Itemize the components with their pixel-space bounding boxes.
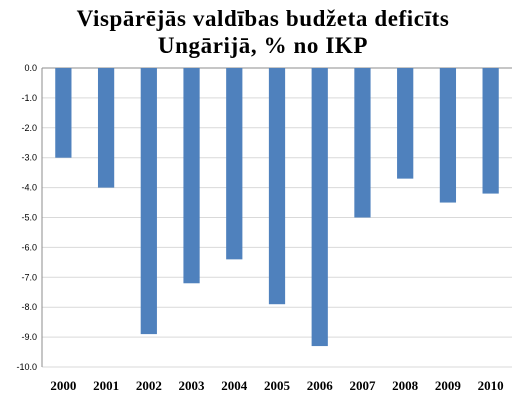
bar — [97, 68, 115, 188]
x-tick-label: 2000 — [50, 378, 76, 393]
bar — [439, 68, 457, 203]
x-tick-label: 2009 — [435, 378, 462, 393]
chart-title-line-2: Ungārijā, % no IKP — [157, 33, 369, 58]
x-tick-label: 2003 — [179, 378, 206, 393]
y-tick-label: -10.0 — [16, 362, 37, 372]
y-tick-label: -6.0 — [21, 242, 37, 252]
bar — [226, 68, 243, 260]
bar — [183, 68, 200, 284]
bar — [268, 68, 286, 305]
x-tick-label: 2008 — [392, 378, 419, 393]
y-tick-label: -4.0 — [21, 183, 37, 193]
bar — [311, 68, 328, 347]
x-tick-label: 2005 — [264, 378, 291, 393]
y-tick-label: 0.0 — [24, 63, 37, 73]
y-tick-label: -7.0 — [21, 272, 37, 282]
y-tick-label: -9.0 — [21, 332, 37, 342]
x-tick-label: 2010 — [478, 378, 504, 393]
bar — [354, 68, 371, 218]
y-tick-label: -3.0 — [21, 153, 37, 163]
bar — [55, 68, 72, 158]
x-tick-label: 2001 — [93, 378, 119, 393]
y-tick-label: -1.0 — [21, 93, 37, 103]
y-tick-label: -8.0 — [21, 302, 37, 312]
x-tick-label: 2006 — [307, 378, 334, 393]
x-tick-label: 2004 — [221, 378, 248, 393]
bar — [140, 68, 157, 335]
x-tick-label: 2002 — [136, 378, 162, 393]
y-tick-label: -5.0 — [21, 213, 37, 223]
chart-title-line-1: Vispārējās valdības budžeta deficīts — [76, 6, 450, 31]
x-tick-label: 2007 — [349, 378, 376, 393]
bar — [482, 68, 499, 194]
y-tick-label: -2.0 — [21, 123, 37, 133]
bar — [397, 68, 414, 179]
